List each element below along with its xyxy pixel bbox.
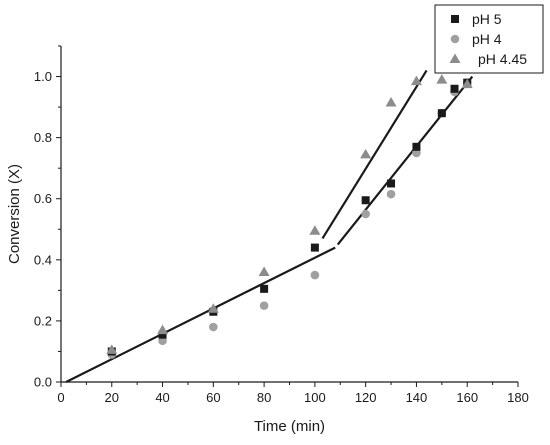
trend-line xyxy=(336,75,474,246)
point-ph-4-45 xyxy=(207,303,219,313)
legend-label-ph-5: pH 5 xyxy=(472,11,502,27)
y-axis-title: Conversion (X) xyxy=(6,164,23,264)
x-tick-label: 140 xyxy=(406,390,428,405)
point-ph-5 xyxy=(260,284,269,293)
y-tick-label: 0.8 xyxy=(34,130,52,145)
legend-marker-ph-5 xyxy=(451,15,459,23)
x-tick-label: 120 xyxy=(355,390,377,405)
point-ph-5 xyxy=(158,330,167,339)
legend-label-ph-4-45: pH 4.45 xyxy=(478,51,527,67)
x-tick-label: 160 xyxy=(456,390,478,405)
point-ph-4-45 xyxy=(258,266,270,277)
point-ph-5 xyxy=(412,142,421,151)
point-ph-4-45 xyxy=(436,74,448,84)
x-tick-label: 60 xyxy=(206,390,220,405)
point-ph-5 xyxy=(437,109,446,118)
x-tick-label: 20 xyxy=(105,390,119,405)
y-tick-label: 0.2 xyxy=(34,313,52,328)
point-ph-5 xyxy=(310,243,319,252)
trend-line xyxy=(321,69,428,240)
x-tick-label: 80 xyxy=(257,390,271,405)
x-axis-title: Time (min) xyxy=(254,418,325,435)
point-ph-4 xyxy=(259,301,269,310)
x-tick-label: 0 xyxy=(57,390,64,405)
legend-marker-ph-4-45 xyxy=(449,53,461,63)
x-tick-label: 180 xyxy=(507,390,529,405)
point-ph-4-45 xyxy=(410,75,422,86)
point-ph-4-45 xyxy=(360,148,372,159)
trend-line xyxy=(65,246,336,383)
point-ph-4-45 xyxy=(385,97,397,107)
point-ph-5 xyxy=(387,179,396,188)
point-ph-4-45 xyxy=(461,78,473,89)
x-tick-label: 40 xyxy=(155,390,169,405)
point-ph-5 xyxy=(450,84,459,93)
point-ph-4 xyxy=(386,189,396,199)
legend-marker-ph-4 xyxy=(450,34,460,44)
point-ph-4 xyxy=(209,322,218,332)
point-ph-4 xyxy=(310,270,320,280)
axes: 0 20 40 60 80 100 120 140 160 180 0.0 0.2 0.4 0.6 0.8 1… xyxy=(6,45,529,435)
y-tick-label: 0.6 xyxy=(34,191,52,206)
x-tick-label: 100 xyxy=(304,390,326,405)
point-ph-5 xyxy=(361,196,370,205)
legend-label-ph-4: pH 4 xyxy=(472,31,502,47)
y-tick-label: 0.0 xyxy=(34,375,52,390)
point-ph-4-45 xyxy=(157,324,169,335)
data-points xyxy=(106,74,473,359)
y-tick-label: 0.4 xyxy=(34,252,52,267)
point-ph-4-45 xyxy=(106,344,118,354)
point-ph-4 xyxy=(361,209,370,219)
legend: pH 5 pH 4 pH 4.45 xyxy=(434,4,544,74)
trend-lines xyxy=(65,69,474,383)
y-tick-label: 1.0 xyxy=(34,69,52,84)
point-ph-4-45 xyxy=(309,225,321,235)
